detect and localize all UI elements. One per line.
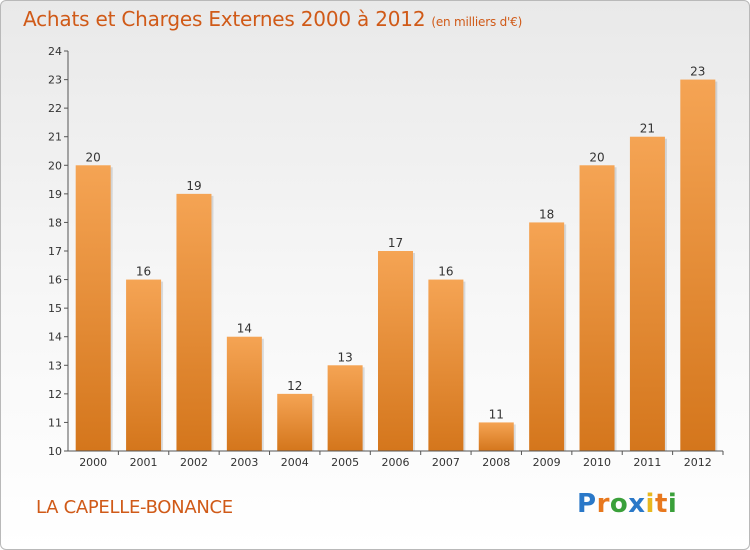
bar — [327, 365, 363, 451]
x-tick-label: 2011 — [633, 456, 661, 469]
data-label: 12 — [287, 379, 302, 393]
x-tick-label: 2000 — [79, 456, 107, 469]
y-tick-label: 24 — [48, 45, 62, 58]
x-tick-label: 2009 — [533, 456, 561, 469]
y-tick-label: 10 — [48, 445, 62, 458]
logo-letter: o — [609, 489, 629, 519]
data-label: 11 — [489, 407, 504, 421]
bar — [75, 165, 111, 452]
data-label: 21 — [640, 122, 655, 136]
x-tick-label: 2008 — [482, 456, 510, 469]
logo-letter: r — [596, 489, 610, 519]
y-tick-label: 18 — [48, 216, 62, 229]
bar — [579, 165, 615, 452]
logo-letter: t — [654, 489, 668, 519]
x-tick-label: 2003 — [230, 456, 258, 469]
bars-layer: 20 16 19 14 12 13 17 16 11 18 20 21 23 — [75, 65, 718, 452]
x-tick-label: 2007 — [432, 456, 460, 469]
data-label: 20 — [589, 150, 604, 164]
bar — [680, 79, 716, 452]
y-tick-label: 13 — [48, 359, 62, 372]
y-tick-label: 16 — [48, 274, 62, 287]
bar — [629, 136, 665, 451]
logo-letter: i — [645, 489, 655, 519]
x-tick-label: 2010 — [583, 456, 611, 469]
x-tick-label: 2005 — [331, 456, 359, 469]
bar — [277, 393, 313, 451]
proxiti-logo[interactable]: Proxiti — [577, 489, 677, 519]
y-tick-label: 19 — [48, 188, 62, 201]
y-tick-label: 11 — [48, 416, 62, 429]
data-label: 18 — [539, 207, 554, 221]
x-tick-label: 2001 — [130, 456, 158, 469]
logo-letter: x — [628, 489, 646, 519]
y-tick-label: 23 — [48, 74, 62, 87]
bar — [529, 222, 565, 451]
chart-title: Achats et Charges Externes 2000 à 2012 — [23, 7, 426, 31]
data-label: 20 — [86, 150, 101, 164]
data-label: 13 — [337, 350, 352, 364]
x-tick-label: 2012 — [684, 456, 712, 469]
bar — [478, 422, 514, 451]
y-tick-label: 15 — [48, 302, 62, 315]
chart-title-block: Achats et Charges Externes 2000 à 2012 (e… — [23, 7, 522, 31]
y-tick-label: 14 — [48, 331, 62, 344]
y-tick-label: 20 — [48, 159, 62, 172]
logo-letter: P — [577, 489, 597, 519]
y-tick-label: 21 — [48, 131, 62, 144]
axes-layer: 2000 2001 2002 2003 2004 2005 2006 2007 2008 2009… — [48, 45, 724, 469]
chart-subtitle: (en milliers d'€) — [431, 15, 523, 29]
data-label: 16 — [136, 265, 151, 279]
commune-name: LA CAPELLE-BONANCE — [36, 497, 233, 518]
bar — [428, 279, 464, 451]
x-tick-label: 2006 — [382, 456, 410, 469]
bar — [226, 336, 262, 451]
data-label: 14 — [237, 322, 252, 336]
logo-letter: i — [667, 489, 678, 519]
y-tick-label: 12 — [48, 388, 62, 401]
bar — [126, 279, 162, 451]
y-tick-label: 17 — [48, 245, 62, 258]
bar — [176, 193, 212, 451]
data-label: 16 — [438, 265, 453, 279]
y-tick-label: 22 — [48, 102, 62, 115]
data-label: 19 — [186, 179, 201, 193]
bar — [378, 251, 413, 451]
x-tick-label: 2004 — [281, 456, 309, 469]
data-label: 17 — [388, 236, 403, 250]
x-tick-label: 2002 — [180, 456, 208, 469]
data-label: 23 — [690, 65, 705, 79]
